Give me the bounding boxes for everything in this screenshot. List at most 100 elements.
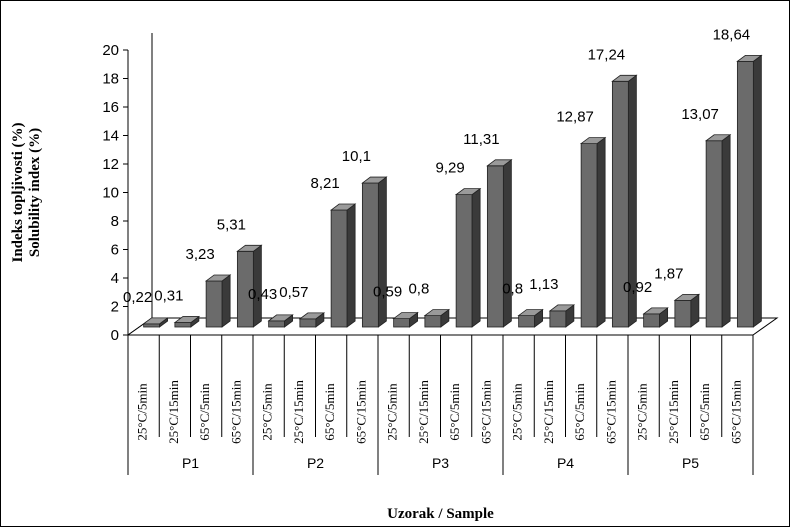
condition-label: 65°C/5min [322, 383, 337, 441]
bar-top [267, 314, 294, 322]
bar-top [642, 307, 669, 315]
bar-front [705, 140, 723, 328]
condition-label: 65°C/15min [228, 380, 243, 444]
bar-front [143, 323, 161, 328]
condition-label: 25°C/15min [416, 380, 431, 444]
y-tick-label: 12 [102, 156, 119, 173]
bar-side [346, 203, 356, 328]
bar-front [736, 60, 754, 328]
bar-top [704, 134, 732, 142]
bar-top [454, 188, 482, 196]
bar-side [502, 159, 512, 328]
bar-front [518, 315, 536, 328]
y-axis-title-line: Indeks topljivosti (%) [10, 122, 26, 262]
bar-side [471, 187, 481, 328]
bar-top [548, 304, 576, 312]
condition-label: 65°C/5min [447, 383, 462, 441]
y-tick-label: 16 [102, 99, 119, 116]
bar-top [173, 316, 201, 323]
x-axis-title: Uzorak / Sample [387, 506, 494, 522]
bar-front [580, 143, 598, 328]
condition-label: 25°C/5min [260, 383, 275, 441]
bar-front [330, 209, 348, 328]
bar-front [643, 313, 661, 328]
bar-front [299, 318, 317, 328]
y-tick-label: 18 [102, 71, 119, 88]
bar-front [424, 315, 442, 328]
data-label: 0,8 [408, 281, 429, 298]
condition-label: 25°C/15min [666, 380, 681, 444]
condition-label: 25°C/15min [166, 380, 181, 444]
condition-label: 25°C/5min [510, 383, 525, 441]
data-label: 0,59 [373, 284, 402, 301]
data-label: 17,24 [588, 46, 626, 63]
data-label: 0,43 [248, 286, 277, 303]
bar-top [142, 317, 169, 325]
condition-label: 25°C/5min [385, 383, 400, 441]
y-axis-title-line: Solubility index (%) [27, 128, 43, 257]
bar-top [486, 159, 513, 167]
bar-side [377, 176, 387, 328]
bar-side [596, 136, 606, 328]
data-label: 11,31 [463, 131, 499, 148]
bar-top [517, 309, 544, 317]
bar-top [204, 274, 232, 282]
condition-label: 65°C/5min [697, 383, 712, 441]
bar-top [236, 244, 263, 252]
group-label: P4 [557, 455, 574, 471]
condition-label: 65°C/5min [197, 383, 212, 441]
data-label: 0,31 [154, 288, 183, 305]
group-label: P5 [682, 455, 699, 471]
data-label: 0,57 [279, 284, 308, 301]
bar-front [486, 165, 504, 328]
data-label: 1,13 [529, 276, 558, 293]
bar-front [549, 310, 567, 328]
bar-top [298, 312, 326, 320]
bar-side [752, 54, 762, 328]
bar-top [611, 74, 638, 82]
data-label: 18,64 [713, 26, 751, 43]
y-tick-label: 4 [111, 270, 119, 287]
data-label: 12,87 [556, 109, 594, 126]
data-label: 5,31 [217, 216, 246, 233]
y-tick-label: 2 [111, 299, 119, 316]
condition-label: 25°C/5min [135, 383, 150, 441]
y-tick-label: 20 [102, 42, 119, 59]
data-label: 1,87 [654, 265, 683, 282]
data-label: 10,1 [342, 148, 371, 165]
bar-top [329, 203, 357, 211]
data-label: 9,29 [436, 160, 465, 177]
data-label: 3,23 [186, 246, 215, 263]
data-label: 8,21 [311, 175, 340, 192]
group-label: P3 [432, 455, 449, 471]
bar-front [393, 318, 411, 328]
bar-front [174, 322, 192, 328]
group-label: P1 [182, 455, 199, 471]
y-tick-label: 14 [102, 128, 119, 145]
condition-label: 65°C/5min [572, 383, 587, 441]
condition-label: 25°C/15min [291, 380, 306, 444]
data-label: 0,92 [623, 279, 652, 296]
bar-front [455, 194, 473, 328]
data-label: 0,22 [123, 289, 152, 306]
group-label: P2 [307, 455, 324, 471]
bar-top [673, 293, 701, 301]
y-tick-label: 10 [102, 185, 119, 202]
bar-top [361, 176, 388, 184]
bar-side [221, 274, 231, 328]
condition-label: 65°C/15min [603, 380, 618, 444]
condition-label: 25°C/15min [541, 380, 556, 444]
bar-top [579, 137, 607, 145]
y-tick-label: 8 [111, 213, 119, 230]
bar-front [361, 182, 379, 328]
labels-layer: 0 2 4 6 8 10 12 14 16 18 20 Indeks topljivosti (%) S… [10, 26, 750, 522]
y-tick-label: 6 [111, 242, 119, 259]
data-label: 13,07 [681, 106, 719, 123]
bar-front [205, 280, 223, 328]
bars-layer [142, 54, 763, 328]
data-label: 0,8 [502, 281, 523, 298]
condition-label: 65°C/15min [353, 380, 368, 444]
bar-top [736, 54, 763, 62]
